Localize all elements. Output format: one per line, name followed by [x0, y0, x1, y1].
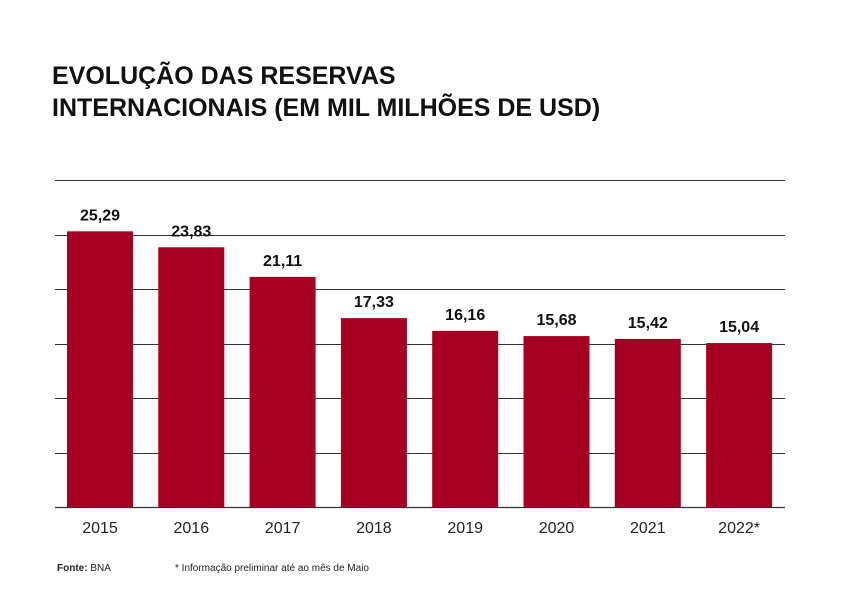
x-tick-label-2016: 2016 — [174, 520, 210, 537]
footer-source: Fonte: BNA — [57, 563, 111, 574]
data-label-2015: 25,29 — [80, 207, 120, 224]
chart-title: EVOLUÇÃO DAS RESERVAS INTERNACIONAIS (EM… — [52, 60, 752, 124]
bar-2021 — [614, 338, 681, 507]
source-label: Fonte: — [57, 563, 88, 574]
bar-2018 — [340, 318, 407, 507]
x-tick-label-2019: 2019 — [447, 520, 483, 537]
bar-2016 — [158, 247, 225, 508]
x-tick-label-2017: 2017 — [265, 520, 301, 537]
x-tick-label-2018: 2018 — [356, 520, 392, 537]
data-label-2016: 23,83 — [171, 223, 211, 240]
bar-2019 — [432, 330, 499, 507]
x-tick-label-2020: 2020 — [539, 520, 575, 537]
chart-title-line-2: INTERNACIONAIS (EM MIL MILHÕES DE USD) — [52, 94, 601, 122]
bar-2020 — [523, 336, 590, 507]
data-label-2021: 15,42 — [628, 315, 668, 332]
data-label-2017: 21,11 — [263, 253, 302, 270]
data-label-2022: 15,04 — [719, 319, 759, 336]
source-value: BNA — [90, 563, 111, 574]
bar-2015 — [67, 231, 133, 508]
data-label-2019: 16,16 — [445, 307, 485, 324]
bar-2022 — [706, 343, 773, 507]
x-tick-label-2022: 2022* — [718, 520, 760, 537]
x-tick-label-2015: 2015 — [82, 520, 118, 537]
x-tick-label-2021: 2021 — [630, 520, 666, 537]
data-label-2018: 17,33 — [354, 294, 394, 311]
chart-title-line-1: EVOLUÇÃO DAS RESERVAS — [52, 62, 396, 90]
data-label-2020: 15,68 — [536, 312, 576, 329]
bar-2017 — [249, 276, 316, 507]
footer-note: * Informação preliminar até ao mês de Ma… — [175, 563, 369, 574]
